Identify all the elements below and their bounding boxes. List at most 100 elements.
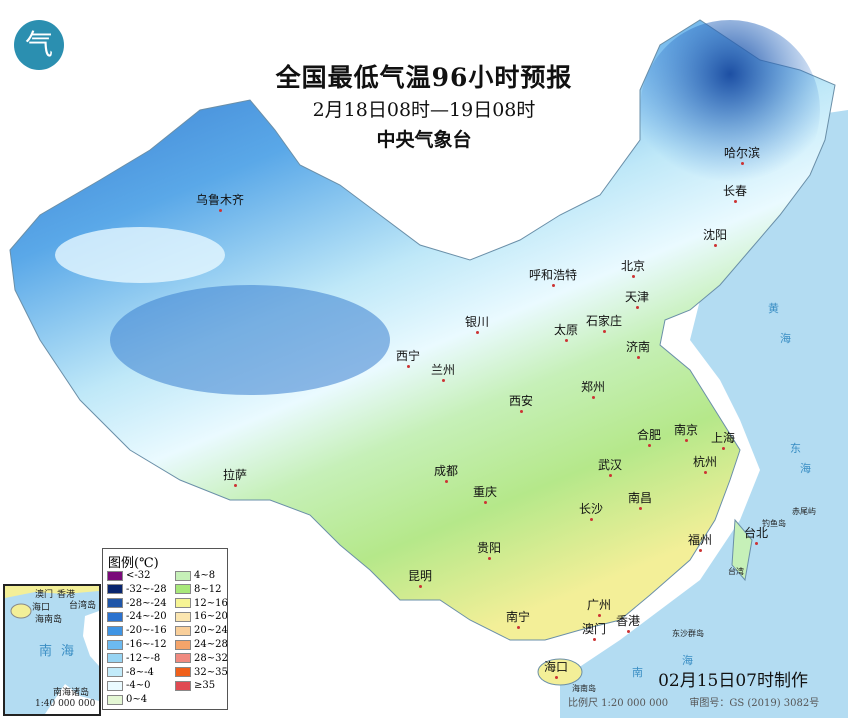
inset-label: 香港 [57,590,76,600]
legend-label: -8~-4 [126,666,154,678]
sea-label: 海 [800,462,811,475]
city-label: 长春 [723,182,747,203]
city-label: 海口 [544,658,568,679]
city-label: 乌鲁木齐 [196,191,244,212]
legend-swatch [175,639,191,650]
sea-label: 海 [682,654,693,667]
legend-swatch [107,598,123,609]
sea-label: 南 [632,666,643,679]
footer: 比例尺 1:20 000 000 审图号：GS (2019) 3082号 [568,694,837,709]
legend-swatch [107,584,123,595]
city-label: 重庆 [473,483,497,504]
forecast-period: 2月18日08时—19日08时 [312,99,536,121]
legend-label: 20~24 [194,625,228,637]
legend-swatch [107,625,123,636]
legend-item: 16~20 [175,610,228,623]
city-label: 太原 [554,321,578,342]
city-label: 福州 [688,531,712,552]
legend-swatch [107,694,123,705]
china-landmass [9,19,836,641]
city-label: 南昌 [628,489,652,510]
legend-label: 12~16 [194,597,228,609]
city-label: 银川 [465,313,489,334]
map-title: 全国最低气温96小时预报 [275,63,573,92]
legend-item: 32~35 [175,666,228,679]
legend-item: -4~0 [107,679,150,692]
city-label: 成都 [434,462,458,483]
legend-swatch [107,680,123,691]
legend-label: -24~-20 [126,611,167,623]
city-label: 沈阳 [703,226,727,247]
sea-label: 东沙群岛 [672,629,704,638]
inset-label: 海 [61,644,75,659]
legend-label: 4~8 [194,570,216,581]
legend-item: 28~32 [175,652,228,665]
city-label: 香港 [616,612,640,633]
legend-swatch [175,584,191,595]
legend-item: -20~-16 [107,624,167,637]
legend-label: 28~32 [194,652,228,664]
inset-label: 南 [39,644,53,659]
legend-swatch [175,653,191,664]
city-label: 呼和浩特 [529,266,577,287]
city-label: 兰州 [431,361,455,382]
city-label: 北京 [621,257,645,278]
inset-label: 台湾岛 [69,601,97,611]
city-label: 武汉 [598,456,622,477]
city-label: 石家庄 [586,312,622,333]
legend-item: ≥35 [175,679,215,692]
sea-label: 海 [780,332,791,345]
legend: 图例(℃) <-32 -32~-28 -28~-24 -24~-20 -20~-16 -1… [102,548,228,710]
legend-item: 12~16 [175,597,228,610]
legend-label: 0~4 [126,694,148,706]
legend-swatch [107,639,123,650]
legend-label: -16~-12 [126,639,167,650]
legend-item: -32~-28 [107,583,167,596]
legend-label: -20~-16 [126,625,167,637]
legend-item: -8~-4 [107,666,154,679]
legend-swatch [107,611,123,622]
legend-swatch [175,570,191,581]
sea-label: 海南岛 [572,684,596,693]
legend-label: -32~-28 [126,583,167,595]
city-label: 昆明 [408,567,432,588]
city-label: 广州 [587,596,611,617]
legend-item: -12~-8 [107,652,160,665]
legend-item: 20~24 [175,624,228,637]
legend-item: -28~-24 [107,597,167,610]
legend-item: -24~-20 [107,610,167,623]
city-label: 澳门 [582,620,606,641]
city-label: 南宁 [506,608,530,629]
legend-swatch [107,570,123,581]
legend-item: 8~12 [175,583,221,596]
city-label: 上海 [711,429,735,450]
legend-swatch [175,680,191,691]
city-label: 西宁 [396,347,420,368]
cma-logo: 气 [14,20,64,70]
legend-swatch [107,653,123,664]
city-label: 郑州 [581,378,605,399]
legend-label: -4~0 [126,680,151,692]
legend-label: -12~-8 [126,652,161,664]
approval-number: 审图号：GS (2019) 3082号 [689,698,820,709]
legend-item: 24~28 [175,638,228,651]
inset-label: 海口 [32,603,51,613]
sea-label: 台湾 [728,567,744,576]
south-china-sea-inset: 澳门 香港 台湾岛 海口 海南岛 南 海 南海诸岛 1:40 000 000 [3,584,101,716]
inset-label: 海南岛 [35,615,63,625]
legend-label: ≥35 [194,680,216,692]
legend-swatch [175,611,191,622]
legend-label: 16~20 [194,611,228,623]
legend-label: <-32 [126,570,151,581]
inset-label: 南海诸岛 [53,688,90,698]
city-label: 南京 [674,421,698,442]
inset-map [5,586,99,714]
city-label: 西安 [509,392,533,413]
legend-label: 32~35 [194,666,228,678]
legend-label: -28~-24 [126,597,167,609]
legend-swatch [175,625,191,636]
legend-title: 图例(℃) [108,556,159,571]
sea-label: 黄 [768,302,779,315]
sea-label: 赤尾屿 [792,507,816,516]
